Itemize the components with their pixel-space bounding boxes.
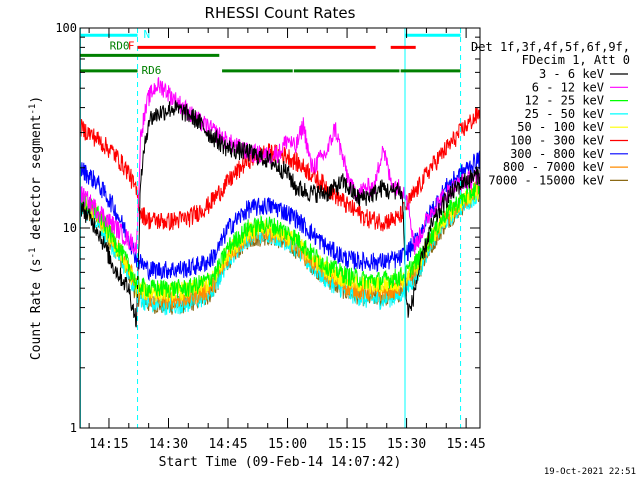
flag-label-rd6: RD6 — [142, 64, 162, 77]
chart-container: RHESSI Count Rates NFRD0RD6 110100 14:15… — [0, 0, 640, 480]
x-tick-label-15:00: 15:00 — [268, 437, 307, 452]
flag-label-n: N — [144, 28, 151, 41]
x-tick-label-14:30: 14:30 — [149, 437, 188, 452]
y-axis-label-mid: detector segment — [29, 115, 44, 248]
legend-label-6-12keV: 6 - 12 keV — [532, 80, 604, 94]
x-tick-label-15:15: 15:15 — [327, 437, 366, 452]
legend-label-800-7000keV: 800 - 7000 keV — [503, 160, 604, 174]
legend-header-line1: Det 1f,3f,4f,5f,6f,9f, — [471, 40, 630, 54]
legend-header-line2: FDecim 1, Att 0 — [522, 53, 630, 67]
x-tick-label-14:15: 14:15 — [89, 437, 128, 452]
x-tick-label-15:45: 15:45 — [447, 437, 486, 452]
footer-timestamp: 19-Oct-2021 22:51 — [544, 467, 636, 477]
y-tick-label-100: 100 — [55, 21, 77, 35]
legend-label-300-800keV: 300 - 800 keV — [510, 147, 604, 161]
y-axis-label-sup1: -1 — [28, 248, 38, 259]
y-axis-label-main: Count Rate (s — [29, 258, 44, 360]
y-tick-label-10: 10 — [63, 221, 77, 235]
flag-label-rd0: RD0 — [110, 39, 130, 52]
legend-label-50-100keV: 50 - 100 keV — [517, 120, 604, 134]
legend-label-25-50keV: 25 - 50 keV — [525, 107, 604, 121]
y-tick-label-1: 1 — [70, 421, 77, 435]
legend-label-12-25keV: 12 - 25 keV — [525, 94, 604, 108]
legend-label-7000-15000keV: 7000 - 15000 keV — [488, 173, 604, 187]
y-axis-label: Count Rate (s-1 detector segment-1) — [28, 96, 44, 360]
chart-title: RHESSI Count Rates — [205, 4, 356, 22]
chart-svg: RHESSI Count Rates NFRD0RD6 110100 14:15… — [0, 0, 640, 480]
y-axis-label-end: ) — [29, 96, 44, 104]
legend-label-3-6keV: 3 - 6 keV — [539, 67, 604, 81]
x-tick-label-15:30: 15:30 — [387, 437, 426, 452]
x-axis-label: Start Time (09-Feb-14 14:07:42) — [159, 455, 402, 470]
x-tick-label-14:45: 14:45 — [208, 437, 247, 452]
legend-label-100-300keV: 100 - 300 keV — [510, 134, 604, 148]
y-axis-label-sup2: -1 — [28, 104, 38, 115]
